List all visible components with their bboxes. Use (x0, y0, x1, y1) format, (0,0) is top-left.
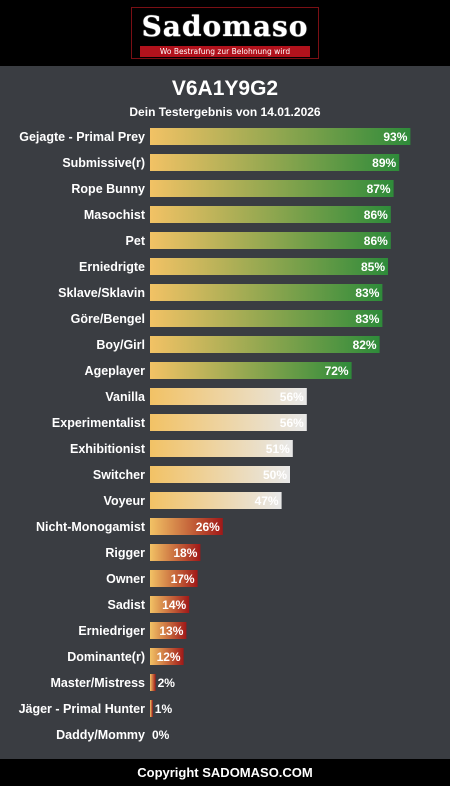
bar-category-label: Sklave/Sklavin (58, 286, 145, 300)
header-bar: Sadomaso Wo Bestrafung zur Belohnung wir… (0, 0, 450, 66)
bar-value-label: 93% (383, 130, 407, 144)
result-bar (150, 284, 383, 301)
bar-value-label: 85% (361, 260, 385, 274)
bar-category-label: Rigger (105, 546, 145, 560)
result-code: V6A1Y9G2 (171, 77, 279, 100)
bar-value-label: 2% (158, 676, 176, 690)
bar-category-label: Pet (126, 234, 146, 248)
result-bar (150, 648, 184, 665)
result-bar (150, 440, 293, 457)
bar-category-label: Erniedrigte (79, 260, 145, 274)
bar-category-label: Gejagte - Primal Prey (19, 130, 145, 144)
result-bar (150, 388, 307, 405)
result-bar (150, 336, 380, 353)
result-bar (150, 674, 156, 691)
result-bar (150, 596, 190, 613)
result-bar (150, 518, 223, 535)
bar-category-label: Vanilla (105, 390, 146, 404)
result-bar (150, 544, 201, 561)
bar-category-label: Sadist (107, 598, 145, 612)
result-bar (150, 206, 391, 223)
bar-value-label: 17% (171, 572, 195, 586)
bar-category-label: Boy/Girl (96, 338, 145, 352)
bar-value-label: 86% (364, 208, 388, 222)
result-bar (150, 128, 411, 145)
bar-value-label: 51% (266, 442, 290, 456)
result-bar (150, 258, 388, 275)
bar-category-label: Submissive(r) (62, 156, 145, 170)
bar-category-label: Switcher (93, 468, 145, 482)
bar-category-label: Erniedriger (78, 624, 145, 638)
result-bar (150, 492, 282, 509)
bar-category-label: Masochist (84, 208, 146, 222)
bar-value-label: 18% (173, 546, 197, 560)
bar-value-label: 56% (280, 416, 304, 430)
bar-value-label: 87% (367, 182, 391, 196)
bar-value-label: 14% (162, 598, 186, 612)
bar-value-label: 82% (353, 338, 377, 352)
bar-value-label: 0% (152, 728, 170, 742)
result-bar (150, 414, 307, 431)
bar-value-label: 26% (196, 520, 220, 534)
bar-category-label: Experimentalist (52, 416, 146, 430)
result-bar (150, 180, 394, 197)
bar-category-label: Rope Bunny (71, 182, 145, 196)
bar-value-label: 56% (280, 390, 304, 404)
bar-value-label: 12% (157, 650, 181, 664)
bar-category-label: Daddy/Mommy (56, 728, 145, 742)
result-bar (150, 622, 187, 639)
bar-value-label: 83% (355, 286, 379, 300)
bar-value-label: 1% (155, 702, 173, 716)
result-bar (150, 362, 352, 379)
bar-category-label: Owner (106, 572, 145, 586)
result-bar (150, 700, 153, 717)
result-bar (150, 154, 400, 171)
bar-value-label: 83% (355, 312, 379, 326)
result-bar (150, 466, 290, 483)
logo[interactable]: Sadomaso Wo Bestrafung zur Belohnung wir… (131, 7, 319, 59)
bar-value-label: 89% (372, 156, 396, 170)
bar-category-label: Nicht-Monogamist (36, 520, 146, 534)
bar-category-label: Dominante(r) (67, 650, 145, 664)
bar-value-label: 13% (159, 624, 183, 638)
bar-value-label: 50% (263, 468, 287, 482)
logo-text: Sadomaso (141, 10, 309, 43)
bar-category-label: Voyeur (104, 494, 146, 508)
bar-category-label: Jäger - Primal Hunter (19, 702, 146, 716)
result-subtitle: Dein Testergebnis von 14.01.2026 (129, 105, 321, 119)
bar-value-label: 72% (325, 364, 349, 378)
result-bar (150, 570, 198, 587)
bar-category-label: Exhibitionist (70, 442, 146, 456)
bar-value-label: 86% (364, 234, 388, 248)
result-bar-chart: Gejagte - Primal Prey 93% Submissive(r) 89%… (19, 128, 411, 742)
bar-category-label: Master/Mistress (51, 676, 146, 690)
footer-copyright: Copyright SADOMASO.COM (0, 759, 450, 786)
logo-tagline: Wo Bestrafung zur Belohnung wird (140, 46, 310, 57)
result-bar (150, 310, 383, 327)
result-bar (150, 232, 391, 249)
bar-value-label: 47% (255, 494, 279, 508)
bar-category-label: Göre/Bengel (71, 312, 145, 326)
bar-category-label: Ageplayer (85, 364, 146, 378)
